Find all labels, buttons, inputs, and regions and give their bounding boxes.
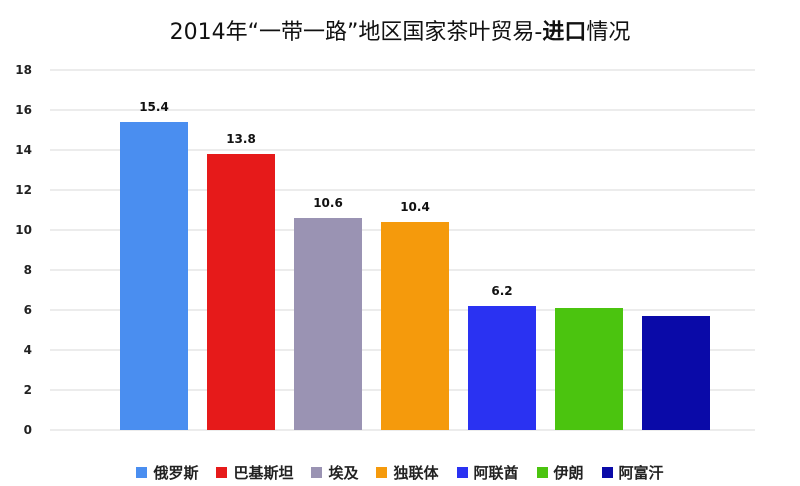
y-tick-label: 18: [15, 63, 32, 77]
legend-label: 埃及: [328, 464, 359, 482]
legend-label: 伊朗: [553, 464, 584, 482]
chart-title-prefix: 2014年“一带一路”地区国家茶叶贸易-: [169, 20, 543, 45]
legend-item: 阿富汗: [601, 462, 664, 483]
data-label: 10.6: [313, 196, 343, 210]
bar-5: [468, 306, 536, 430]
bar-4: [381, 222, 449, 430]
legend-label: 独联体: [393, 464, 439, 482]
legend: 俄罗斯 巴基斯坦 埃及 独联体 阿联酋 伊朗 阿富汗: [0, 462, 800, 483]
y-tick-label: 14: [15, 143, 32, 157]
y-tick-label: 0: [24, 423, 32, 437]
legend-swatch: [601, 467, 613, 478]
y-tick-label: 10: [15, 223, 32, 237]
legend-label: 阿富汗: [618, 464, 664, 482]
legend-item: 埃及: [311, 462, 358, 483]
y-tick-label: 12: [15, 183, 32, 197]
y-tick-label: 6: [24, 303, 32, 317]
y-tick-label: 8: [24, 263, 32, 277]
data-label: 15.4: [139, 100, 169, 114]
legend-item: 伊朗: [536, 462, 584, 483]
y-tick-label: 4: [24, 343, 32, 357]
legend-item: 巴基斯坦: [216, 462, 293, 483]
bar-6: [555, 308, 623, 430]
legend-swatch: [311, 467, 323, 478]
legend-item: 俄罗斯: [136, 462, 198, 483]
y-tick-label: 2: [24, 383, 32, 397]
legend-swatch: [136, 467, 148, 478]
legend-item: 独联体: [376, 462, 439, 483]
legend-label: 俄罗斯: [153, 464, 199, 482]
bar-7: [642, 316, 710, 430]
legend-swatch: [536, 467, 548, 478]
legend-swatch: [216, 467, 228, 478]
legend-item: 阿联酋: [456, 462, 519, 483]
data-label: 10.4: [400, 200, 430, 214]
bar-3: [294, 218, 362, 430]
legend-swatch: [456, 467, 468, 478]
chart-title-suffix: 情况: [586, 20, 631, 45]
chart-title: 2014年“一带一路”地区国家茶叶贸易-进口情况: [0, 14, 800, 46]
bar-2: [207, 154, 275, 430]
legend-label: 阿联酋: [473, 464, 519, 482]
y-tick-label: 16: [15, 103, 32, 117]
data-label: 13.8: [226, 132, 256, 146]
bar-1: [120, 122, 188, 430]
data-label: 6.2: [491, 284, 512, 298]
chart-title-emphasis: 进口: [542, 20, 587, 45]
legend-label: 巴基斯坦: [233, 464, 294, 482]
legend-swatch: [376, 467, 388, 478]
